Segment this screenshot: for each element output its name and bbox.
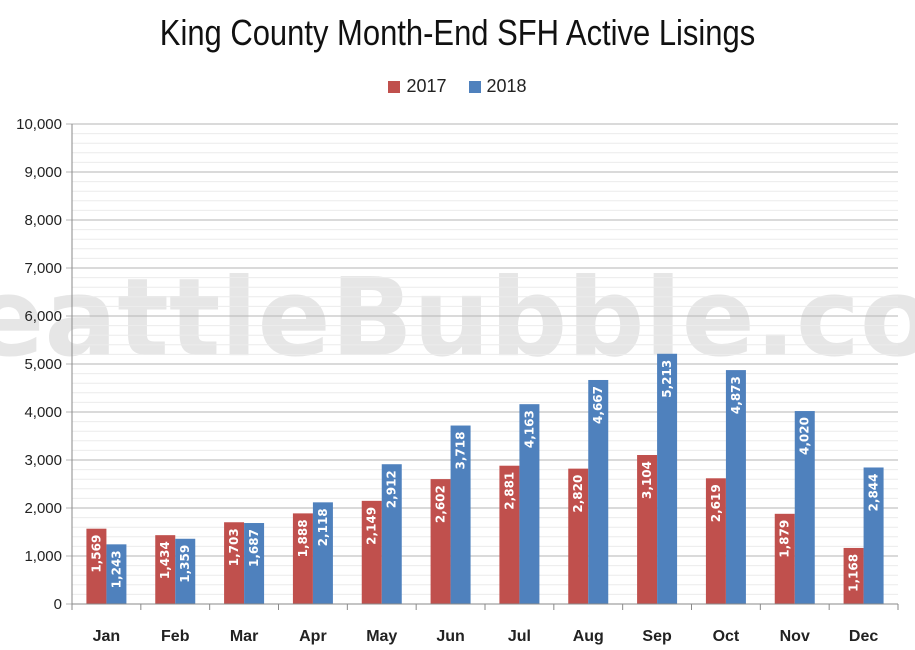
x-tick-label: Jun	[436, 628, 464, 645]
data-label: 2,118	[316, 508, 330, 546]
y-tick-label: 9,000	[24, 164, 62, 181]
legend-swatch-2017	[388, 80, 401, 93]
bar-2017-jul	[499, 465, 520, 604]
x-tick-label: Aug	[573, 628, 604, 645]
legend-swatch-2018	[468, 80, 481, 93]
x-tick-label: Oct	[713, 628, 740, 645]
data-label: 1,168	[847, 554, 861, 592]
bar-2018-jun	[450, 425, 471, 604]
data-label: 4,020	[798, 417, 812, 455]
legend-item-2018: 2018	[468, 76, 527, 97]
bar-2018-may	[381, 464, 402, 604]
x-tick-label: Apr	[299, 628, 327, 645]
data-label: 3,718	[454, 432, 468, 470]
data-label: 1,879	[778, 520, 792, 558]
bars: 1,569 1,243 1,434 1,359 1,703 1,687 1,888 2,118…	[86, 353, 884, 604]
data-label: 1,243	[109, 550, 123, 588]
bar-2017-jan	[86, 528, 107, 604]
bar-2018-mar	[244, 523, 265, 604]
y-tick-label: 0	[54, 596, 62, 613]
data-label: 1,569	[89, 535, 103, 573]
bar-2018-dec	[863, 467, 884, 604]
y-axis: 0 1,000 2,000 3,000 4,000 5,000 6,000 7,000 8,00…	[16, 116, 73, 613]
legend-label-2018: 2018	[486, 76, 527, 96]
chart-title: King County Month-End SFH Active Lisings	[159, 12, 756, 53]
data-label: 1,703	[227, 528, 241, 566]
x-tick-label: Dec	[849, 628, 878, 645]
bar-2018-sep	[657, 353, 678, 604]
bar-2018-aug	[588, 379, 609, 604]
bar-2018-feb	[175, 538, 196, 604]
x-tick-label: May	[366, 628, 397, 645]
y-tick-label: 8,000	[24, 212, 62, 229]
y-tick-label: 3,000	[24, 452, 62, 469]
data-label: 2,881	[502, 472, 516, 510]
bar-2018-nov	[794, 411, 815, 604]
x-tick-label: Sep	[642, 628, 672, 645]
data-label: 1,359	[178, 545, 192, 583]
legend-label-2017: 2017	[406, 76, 447, 96]
gridlines	[66, 123, 898, 605]
data-label: 2,149	[365, 507, 379, 545]
x-axis: Jan Feb Mar Apr May Jun Jul Aug Sep Oct Nov Dec	[71, 603, 899, 645]
y-tick-label: 2,000	[24, 500, 62, 517]
y-tick-label: 10,000	[16, 116, 62, 133]
data-label: 1,888	[296, 519, 310, 557]
bar-2017-jun	[430, 479, 451, 604]
y-tick-label: 5,000	[24, 356, 62, 373]
bar-2017-feb	[155, 535, 176, 604]
y-tick-label: 7,000	[24, 260, 62, 277]
data-label: 5,213	[660, 360, 674, 398]
bar-2018-apr	[312, 502, 333, 604]
bar-2017-apr	[292, 513, 313, 604]
y-tick-label: 1,000	[24, 548, 62, 565]
y-tick-label: 4,000	[24, 404, 62, 421]
x-tick-label: Jan	[93, 628, 121, 645]
legend-item-2017: 2017	[388, 76, 447, 97]
bar-2017-may	[361, 500, 382, 604]
data-label: 2,602	[434, 485, 448, 523]
bar-2017-nov	[774, 513, 795, 604]
x-tick-label: Mar	[230, 628, 258, 645]
y-tick-label: 6,000	[24, 308, 62, 325]
data-label: 1,687	[247, 529, 261, 567]
data-label: 2,844	[867, 473, 881, 511]
bar-2017-dec	[843, 547, 864, 604]
data-label: 3,104	[640, 461, 654, 499]
data-label: 2,912	[385, 470, 399, 508]
bar-2017-aug	[568, 468, 589, 604]
bar-2018-oct	[725, 370, 746, 604]
legend: 2017 2018	[0, 76, 915, 97]
data-label: 2,820	[571, 475, 585, 513]
bar-2018-jul	[519, 404, 540, 604]
bar-2017-oct	[705, 478, 726, 604]
watermark: SeattleBubble.com	[0, 256, 915, 381]
data-label: 4,667	[591, 386, 605, 424]
data-label: 4,873	[729, 376, 743, 414]
x-tick-label: Nov	[780, 628, 810, 645]
bar-2017-mar	[224, 522, 245, 604]
x-tick-label: Feb	[161, 628, 190, 645]
x-tick-label: Jul	[508, 628, 531, 645]
bar-2017-sep	[637, 455, 658, 604]
data-label: 2,619	[709, 484, 723, 522]
data-label: 1,434	[158, 541, 172, 579]
data-label: 4,163	[522, 410, 536, 448]
bar-2018-jan	[106, 544, 127, 604]
